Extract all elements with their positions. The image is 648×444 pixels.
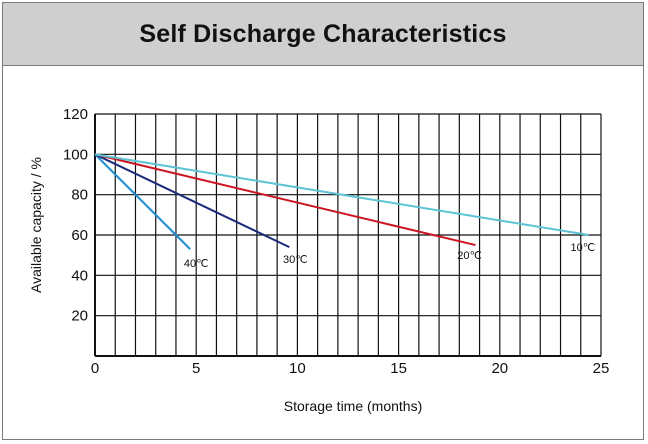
chart-title: Self Discharge Characteristics — [139, 19, 507, 48]
series-label: 10℃ — [571, 242, 596, 254]
series-line — [94, 153, 590, 236]
series-label: 20℃ — [457, 250, 482, 262]
x-tick-label: 10 — [289, 360, 306, 377]
series-line — [94, 153, 476, 247]
x-tick-label: 5 — [192, 360, 200, 377]
series-line — [94, 153, 191, 250]
x-tick-label: 25 — [593, 360, 610, 377]
y-tick-label: 120 — [63, 106, 88, 123]
y-axis-label: Available capacity / % — [28, 157, 44, 293]
series-label: 30℃ — [283, 254, 308, 266]
series-label: 40℃ — [184, 258, 209, 270]
y-tick-label: 100 — [63, 146, 88, 163]
chart-frame: Self Discharge Characteristics — [2, 2, 644, 440]
y-tick-label: 60 — [71, 227, 88, 244]
x-tick-label: 0 — [91, 360, 99, 377]
y-tick-label: 40 — [71, 267, 88, 284]
series-line — [94, 153, 290, 249]
title-bar: Self Discharge Characteristics — [3, 3, 643, 66]
x-tick-label: 20 — [491, 360, 508, 377]
x-tick-label: 15 — [390, 360, 407, 377]
y-tick-label: 80 — [71, 187, 88, 204]
x-axis-label: Storage time (months) — [284, 398, 423, 414]
y-tick-label: 20 — [71, 308, 88, 325]
